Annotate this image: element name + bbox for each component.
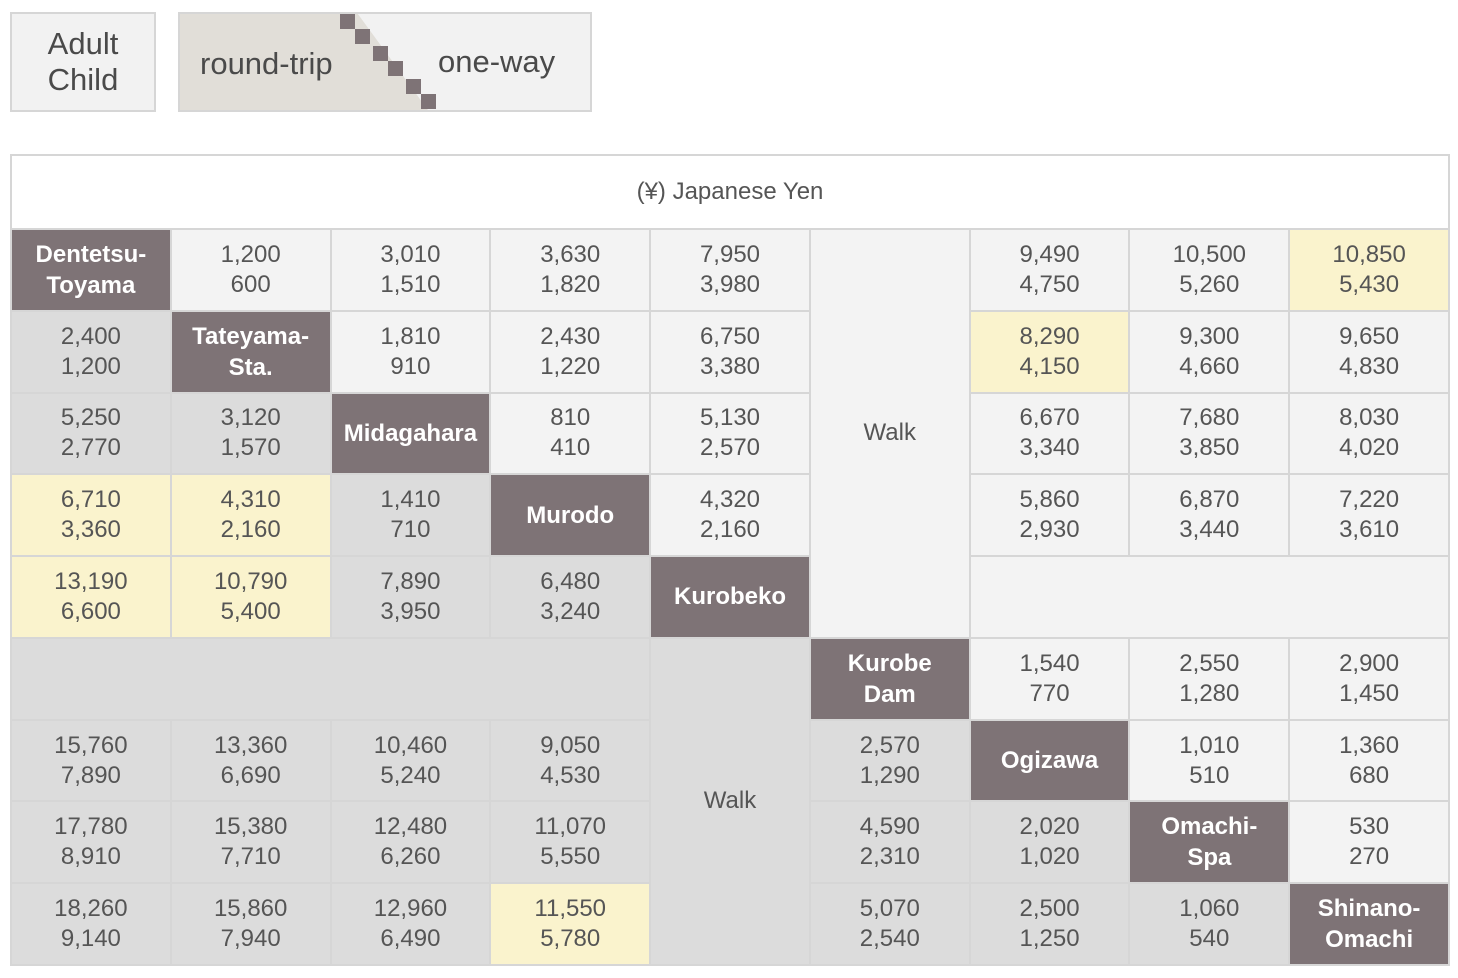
fare-cell: 3,010 1,510 (331, 230, 490, 310)
fare-cell: 3,120 1,570 (171, 393, 330, 474)
fare-cell: 3,630 1,820 (491, 230, 650, 310)
fare-cell: 9,050 4,530 (491, 720, 650, 801)
fare-cell-highlight: 10,850 5,430 (1290, 230, 1448, 310)
fare-cell: 2,570 1,290 (810, 720, 969, 801)
fare-cell: 8,030 4,020 (1290, 393, 1448, 474)
fare-cell: 1,810 910 (331, 311, 490, 392)
fare-cell: 5,130 2,570 (651, 393, 809, 474)
empty-cell (12, 638, 650, 719)
fare-cell-highlight: 8,290 4,150 (970, 311, 1129, 392)
fare-cell: 2,550 1,280 (1130, 638, 1289, 719)
station-shinano-omachi: Shinano- Omachi (1290, 884, 1448, 964)
walk-cell-upper: Walk (810, 230, 969, 637)
legend-round-trip-label: round-trip (200, 46, 333, 81)
station-dentetsu-toyama: Dentetsu- Toyama (12, 230, 170, 310)
legend-adult-label: Adult (47, 26, 119, 61)
fare-cell: 10,460 5,240 (331, 720, 490, 801)
fare-cell: 1,540 770 (970, 638, 1129, 719)
fare-cell: 12,480 6,260 (331, 802, 490, 883)
staircase-divider-step (340, 14, 355, 29)
fare-cell: 15,760 7,890 (12, 720, 170, 801)
fare-cell: 7,890 3,950 (331, 557, 490, 637)
station-kurobe-dam: Kurobe Dam (810, 638, 969, 719)
fare-cell-highlight: 4,310 2,160 (171, 475, 330, 556)
legend-one-way-label: one-way (438, 44, 556, 79)
fare-cell: 4,320 2,160 (651, 475, 809, 556)
empty-cell (970, 557, 1448, 637)
fare-cell: 5,250 2,770 (12, 393, 170, 474)
fare-cell: 7,950 3,980 (651, 230, 809, 310)
fare-cell: 11,070 5,550 (491, 802, 650, 883)
fare-cell: 4,590 2,310 (810, 802, 969, 883)
staircase-divider-step (421, 94, 436, 109)
fare-cell-highlight: 11,550 5,780 (491, 884, 650, 964)
fare-cell: 1,200 600 (171, 230, 330, 310)
fare-cell: 2,500 1,250 (970, 884, 1129, 964)
fare-cell: 2,020 1,020 (970, 802, 1129, 883)
staircase-divider-step (406, 79, 421, 94)
fare-cell: 9,300 4,660 (1130, 311, 1289, 392)
legend-child-label: Child (47, 62, 119, 97)
fare-table: (¥) Japanese Yen Dentetsu- Toyama 1,200 60… (10, 154, 1450, 966)
fare-cell: 5,860 2,930 (970, 475, 1129, 556)
fare-cell: 7,680 3,850 (1130, 393, 1289, 474)
station-tateyama-sta: Tateyama- Sta. (171, 311, 330, 392)
station-midagahara: Midagahara (331, 393, 490, 474)
fare-cell: 9,650 4,830 (1290, 311, 1448, 392)
station-kurobeko: Kurobeko (651, 557, 809, 637)
fare-cell: 6,670 3,340 (970, 393, 1129, 474)
fare-cell: 15,860 7,940 (171, 884, 330, 964)
fare-cell: 6,870 3,440 (1130, 475, 1289, 556)
currency-header: (¥) Japanese Yen (12, 156, 1448, 228)
legend-trip-type: round-trip one-way (178, 12, 592, 112)
fare-cell: 10,500 5,260 (1130, 230, 1289, 310)
fare-cell: 17,780 8,910 (12, 802, 170, 883)
fare-cell: 1,060 540 (1130, 884, 1289, 964)
staircase-divider-step (355, 29, 370, 44)
fare-cell: 530 270 (1290, 802, 1448, 883)
station-murodo: Murodo (491, 475, 650, 556)
fare-cell: 7,220 3,610 (1290, 475, 1448, 556)
fare-cell: 1,010 510 (1130, 720, 1289, 801)
fare-cell-highlight: 10,790 5,400 (171, 557, 330, 637)
fare-cell: 2,900 1,450 (1290, 638, 1448, 719)
legend-adult-child: Adult Child (10, 12, 156, 112)
fare-cell: 6,480 3,240 (491, 557, 650, 637)
fare-cell: 9,490 4,750 (970, 230, 1129, 310)
fare-cell: 12,960 6,490 (331, 884, 490, 964)
walk-cell-lower: Walk (651, 638, 809, 964)
station-ogizawa: Ogizawa (970, 720, 1129, 801)
fare-cell: 1,410 710 (331, 475, 490, 556)
fare-cell: 1,360 680 (1290, 720, 1448, 801)
fare-cell-highlight: 6,710 3,360 (12, 475, 170, 556)
fare-cell: 18,260 9,140 (12, 884, 170, 964)
fare-cell: 810 410 (491, 393, 650, 474)
fare-cell-highlight: 13,190 6,600 (12, 557, 170, 637)
fare-cell: 13,360 6,690 (171, 720, 330, 801)
station-omachi-spa: Omachi- Spa (1130, 802, 1289, 883)
staircase-divider-step (388, 61, 403, 76)
fare-cell: 2,430 1,220 (491, 311, 650, 392)
fare-cell: 15,380 7,710 (171, 802, 330, 883)
fare-cell: 5,070 2,540 (810, 884, 969, 964)
fare-cell: 2,400 1,200 (12, 311, 170, 392)
staircase-divider-step (373, 46, 388, 61)
fare-cell: 6,750 3,380 (651, 311, 809, 392)
